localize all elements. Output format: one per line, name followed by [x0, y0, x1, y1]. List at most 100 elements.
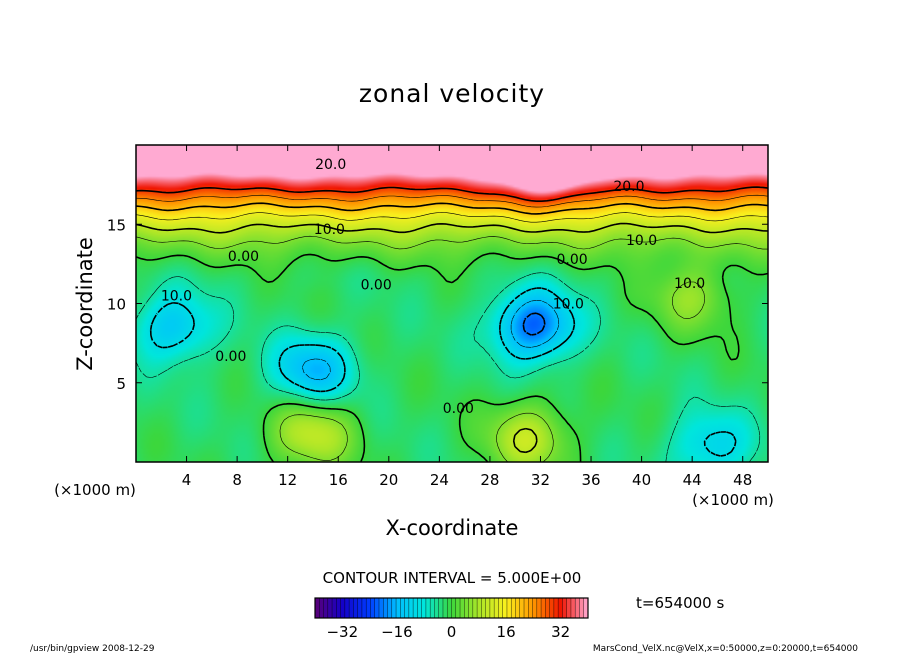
colorbar-swatch [357, 598, 363, 618]
contour-level-10 [135, 222, 769, 454]
colorbar-swatch [472, 598, 478, 618]
colorbar-ticks: −32 −16 0 16 32 [326, 623, 570, 641]
colorbar-swatch [549, 598, 555, 618]
contour-level-5 [135, 235, 768, 463]
x-tick-label: 44 [683, 471, 702, 489]
colorbar-swatch [323, 598, 329, 618]
x-tick-label: 32 [531, 471, 550, 489]
y-axis-label: Z-coordinate [73, 237, 97, 371]
time-label: t=654000 s [636, 594, 724, 612]
colorbar-swatch [315, 598, 320, 618]
colorbar-swatch [575, 598, 580, 618]
colorbar-swatch [570, 598, 576, 618]
colorbar-swatch [451, 598, 457, 618]
x-tick-label: 16 [329, 471, 348, 489]
contour-label: 0.00 [215, 349, 246, 365]
colorbar-swatch [506, 598, 512, 618]
contour-label: 0.00 [361, 277, 392, 293]
chart-title: zonal velocity [359, 79, 545, 108]
colorbar-swatch [519, 598, 525, 618]
colorbar-swatch [332, 598, 337, 618]
contour-level-30 [135, 186, 769, 202]
contour-level--20 [522, 312, 546, 336]
colorbar [314, 597, 589, 619]
colorbar-swatch [413, 598, 418, 618]
colorbar-swatch [536, 598, 542, 618]
x-tick-label: 40 [632, 471, 651, 489]
colorbar-swatch [524, 598, 529, 618]
contour-label: 0.00 [443, 401, 474, 417]
x-unit-label: (×1000 m) [692, 491, 774, 509]
plot-area: 20.0 20.0 10.0 10.0 0.00 0.00 0.00 10.0 10.0 10.0… [135, 144, 769, 463]
contour-interval: CONTOUR INTERVAL = 5.000E+00 [323, 569, 582, 587]
colorbar-swatch [374, 598, 380, 618]
x-tick-label: 24 [430, 471, 449, 489]
colorbar-swatch [455, 598, 461, 618]
y-tick-label: 10 [107, 296, 126, 314]
y-unit-label: (×1000 m) [54, 481, 136, 499]
colorbar-swatch [489, 598, 495, 618]
colorbar-swatch [566, 598, 572, 618]
colorbar-swatch [460, 598, 465, 618]
colorbar-swatch [417, 598, 422, 618]
colorbar-swatch [387, 598, 393, 618]
colorbar-swatch [545, 598, 550, 618]
contour-label: 10.0 [161, 289, 192, 305]
contour-level-25 [135, 194, 769, 208]
contour-label: 20.0 [613, 179, 644, 195]
colorbar-swatch [340, 598, 346, 618]
colorbar-swatch [481, 598, 486, 618]
contour-label: 0.00 [228, 249, 259, 265]
colorbar-swatch [327, 598, 333, 618]
colorbar-swatch [344, 598, 350, 618]
footer-right: MarsCond_VelX.nc@VelX,x=0:50000,z=0:2000… [593, 644, 858, 654]
contour-level--15 [302, 300, 560, 381]
footer-left: /usr/bin/gpview 2008-12-29 [30, 644, 155, 654]
colorbar-swatch [528, 598, 533, 618]
colorbar-swatch [442, 598, 448, 618]
colorbar-swatch [515, 598, 521, 618]
colorbar-swatch [579, 598, 585, 618]
colorbar-tick-label: −16 [381, 623, 413, 641]
colorbar-swatch [502, 598, 508, 618]
contour-level--5 [135, 272, 761, 463]
colorbar-swatch [434, 598, 440, 618]
contour-level--10 [149, 287, 737, 457]
colorbar-swatch [430, 598, 435, 618]
x-tick-label: 8 [232, 471, 242, 489]
colorbar-swatch [541, 598, 546, 618]
colorbar-swatch [366, 598, 371, 618]
colorbar-swatch [370, 598, 376, 618]
x-tick-label: 36 [581, 471, 600, 489]
colorbar-swatch [400, 598, 405, 618]
y-tick-label: 5 [116, 375, 126, 393]
colorbar-swatch [396, 598, 401, 618]
x-axis-ticks: 4 8 12 16 20 24 28 32 36 40 44 48 [182, 145, 752, 489]
colorbar-swatch [353, 598, 358, 618]
contour-labels: 20.0 20.0 10.0 10.0 0.00 0.00 0.00 10.0 10.0 10.0… [161, 157, 705, 417]
contour-label: 0.00 [556, 252, 587, 268]
colorbar-swatch [558, 598, 563, 618]
colorbar-swatch [477, 598, 482, 618]
x-tick-label: 48 [733, 471, 752, 489]
contour-label: 10.0 [674, 276, 705, 292]
x-tick-label: 20 [379, 471, 398, 489]
colorbar-swatch [336, 598, 341, 618]
colorbar-swatch [421, 598, 427, 618]
colorbar-swatch [349, 598, 354, 618]
colorbar-swatch [319, 598, 324, 618]
velocity-field [136, 145, 768, 462]
y-tick-label: 15 [107, 216, 126, 234]
colorbar-swatch [404, 598, 410, 618]
colorbar-swatch [562, 598, 567, 618]
colorbar-swatch [425, 598, 431, 618]
colorbar-frame [314, 597, 589, 619]
colorbar-swatch [468, 598, 474, 618]
contour-label: 20.0 [315, 157, 346, 173]
colorbar-swatch [447, 598, 452, 618]
colorbar-swatch [438, 598, 444, 618]
colorbar-tick-label: 32 [551, 623, 570, 641]
contour-level-0 [135, 252, 769, 463]
colorbar-swatch [511, 598, 516, 618]
